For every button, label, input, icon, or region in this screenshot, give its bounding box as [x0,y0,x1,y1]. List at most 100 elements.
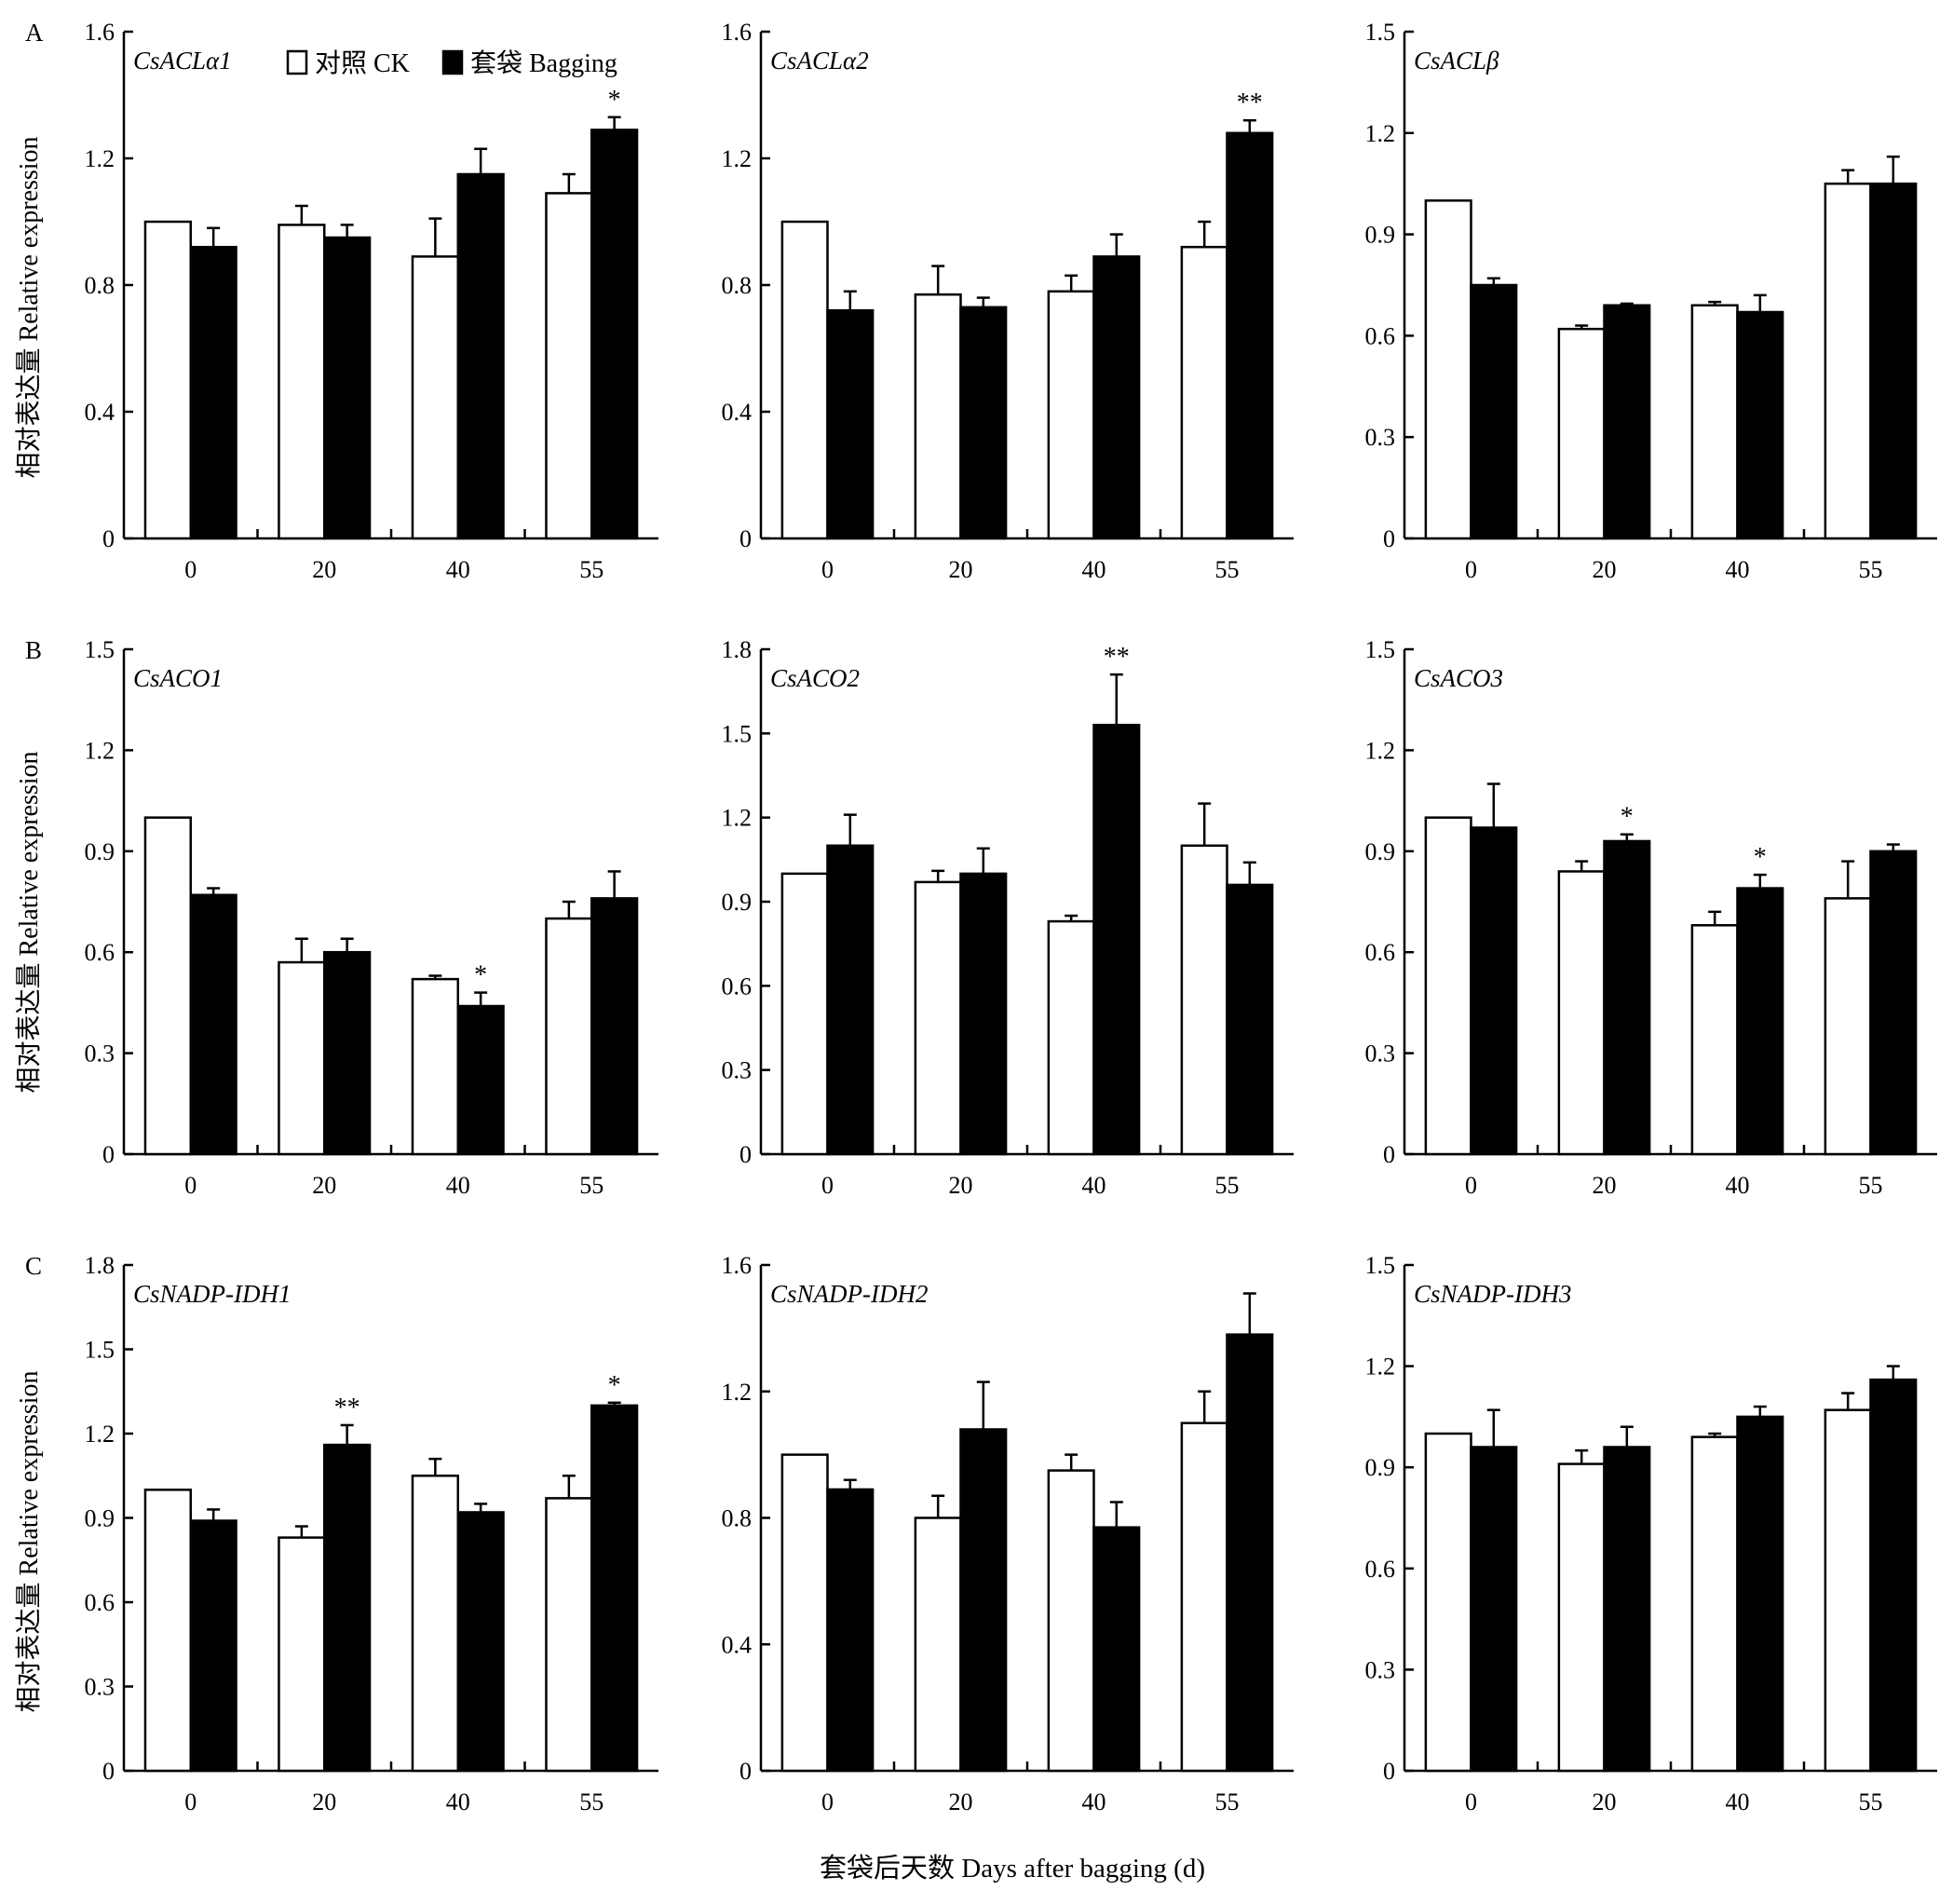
y-tick-label: 0.9 [85,838,115,865]
y-tick-label: 0.3 [85,1674,115,1701]
bar-bagging-20 [1603,839,1651,1156]
bar-bagging-20 [323,950,372,1156]
bar-ck-0 [780,220,829,540]
panel-csaco1: 0 0.3 0.6 0.9 1.2 1.5 0 20 40 55 * CsACO1 B [25,636,658,1199]
x-tick-label: 20 [949,1788,973,1816]
y-tick-label: 1.6 [85,19,115,46]
bar-ck-20 [914,1516,962,1773]
significance-mark: * [608,86,621,115]
bar-bagging-55 [590,1404,639,1773]
bar-bagging-55 [1226,883,1274,1156]
bar-ck-20 [1557,1462,1606,1773]
panel-csnadp-idh3: 0 0.3 0.6 0.9 1.2 1.5 0 20 40 55 CsNADP-IDH3 [1365,1252,1937,1816]
x-tick-label: 55 [579,1172,604,1199]
panel-csaco3: 0 0.3 0.6 0.9 1.2 1.5 0 20 40 55 * * CsACO3 [1365,636,1937,1199]
bar-ck-55 [545,192,593,540]
bar-bagging-0 [826,308,875,540]
y-tick-label: 1.6 [722,19,753,46]
bar-bagging-55 [1226,131,1274,540]
bar-ck-0 [143,1489,193,1773]
x-tick-label: 55 [579,556,604,583]
bar-ck-20 [278,1536,326,1773]
x-tick-label: 55 [1859,556,1883,583]
bar-bagging-40 [1092,255,1141,540]
bar-bagging-0 [1470,283,1518,540]
bar-ck-55 [1824,1408,1872,1773]
bar-ck-55 [545,1497,593,1773]
bar-bagging-20 [959,872,1008,1156]
y-tick-label: 0.3 [1365,1656,1396,1683]
significance-mark: * [1621,803,1634,832]
y-tick-label: 1.8 [85,1252,115,1279]
bar-bagging-40 [1092,724,1141,1156]
panel-csacl-1: 0 0.4 0.8 1.2 1.6 0 20 40 55 * CsACLα1 A [25,19,658,583]
bar-bagging-40 [456,172,505,540]
y-tick-label: 1.5 [722,720,753,747]
y-tick-label: 1.5 [1365,1252,1396,1279]
y-tick-label: 0.6 [1365,1556,1396,1583]
y-tick-label: 0 [102,1141,115,1168]
x-tick-label: 20 [312,1172,336,1199]
y-tick-label: 0.3 [1365,1040,1396,1068]
bar-bagging-40 [1092,1526,1141,1773]
bar-bagging-20 [1603,1446,1651,1773]
bar-ck-40 [411,255,459,540]
bar-ck-0 [143,220,193,540]
panel-title: CsNADP-IDH1 [133,1280,292,1308]
bar-ck-20 [1557,327,1606,540]
bar-bagging-0 [189,893,237,1156]
x-tick-label: 0 [821,556,834,583]
x-tick-label: 20 [949,556,973,583]
y-tick-label: 0.9 [722,889,753,916]
bar-ck-40 [1690,304,1739,540]
panel-title: CsACLα1 [133,47,232,75]
panel-title: CsACO1 [133,664,223,692]
bar-ck-40 [1690,1435,1739,1773]
bar-bagging-55 [1869,1378,1918,1773]
bar-bagging-0 [826,1488,875,1773]
x-tick-label: 20 [1593,556,1617,583]
y-axis-label-row-b: 相对表达量 Relative expression [14,751,44,1093]
x-tick-label: 40 [1726,1172,1750,1199]
y-tick-label: 0 [739,1141,752,1168]
y-tick-label: 1.2 [1365,1353,1396,1380]
y-tick-label: 1.2 [1365,737,1396,764]
bar-ck-40 [411,977,459,1156]
y-tick-label: 0.3 [722,1057,753,1084]
panel-title: CsACLα2 [770,47,869,75]
x-tick-label: 40 [1082,1788,1106,1816]
x-tick-label: 20 [949,1172,973,1199]
bar-bagging-55 [590,897,639,1156]
x-tick-label: 55 [579,1788,604,1816]
y-tick-label: 0.6 [85,939,115,966]
significance-mark: * [474,961,487,990]
x-tick-label: 55 [1215,1788,1240,1816]
bar-ck-0 [780,872,829,1156]
x-axis-label: 套袋后天数 Days after bagging (d) [820,1853,1205,1884]
y-axis-label-row-c: 相对表达量 Relative expression [14,1370,44,1712]
y-axis-label-row-a: 相对表达量 Relative expression [14,136,44,478]
bar-bagging-55 [1869,182,1918,540]
bar-ck-55 [1180,844,1228,1156]
y-tick-label: 0.4 [722,1631,753,1658]
bar-bagging-55 [590,129,639,540]
y-tick-label: 0 [102,1758,115,1785]
legend-ck-swatch [286,49,308,75]
x-tick-label: 55 [1215,556,1240,583]
panel-title: CsNADP-IDH3 [1414,1280,1572,1308]
y-tick-label: 0.9 [85,1505,115,1532]
y-tick-label: 1.2 [85,145,115,172]
x-tick-label: 0 [1465,556,1477,583]
y-tick-label: 1.2 [722,1379,753,1406]
x-tick-label: 0 [1465,1788,1477,1816]
panel-letter: C [25,1252,42,1280]
panel-csacl-: 0 0.3 0.6 0.9 1.2 1.5 0 20 40 55 CsACLβ [1365,19,1937,583]
bar-ck-20 [278,960,326,1156]
y-tick-label: 0.9 [1365,222,1396,249]
y-tick-label: 0 [1383,1141,1395,1168]
bar-bagging-40 [1736,310,1784,540]
y-tick-label: 0.6 [722,972,753,1000]
y-tick-label: 0.6 [1365,939,1396,966]
panel-csacl-2: 0 0.4 0.8 1.2 1.6 0 20 40 55 ** CsACLα2 [722,19,1294,583]
